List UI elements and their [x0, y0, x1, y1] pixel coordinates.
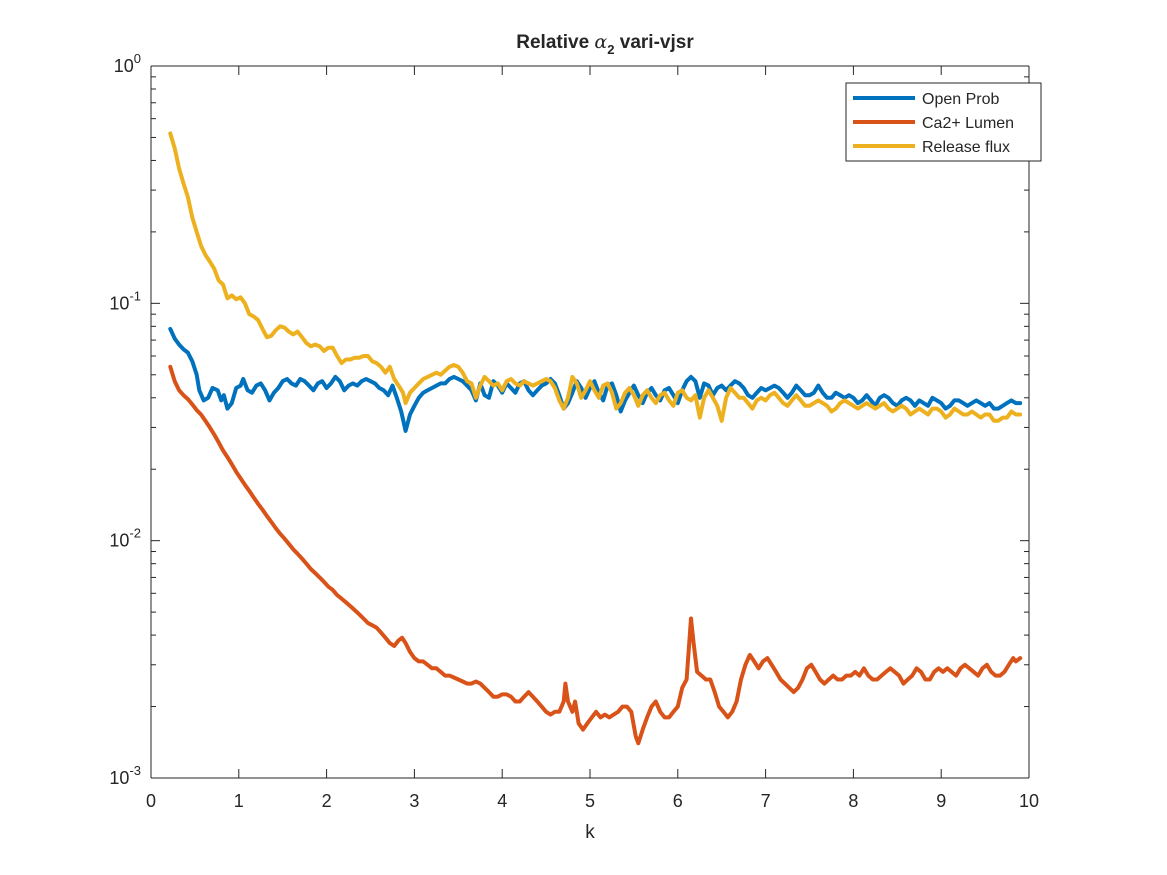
chart-title-subscript: 2	[607, 42, 614, 57]
y-tick-label: 10-1	[109, 288, 141, 313]
series-line-release-flux	[168, 131, 1023, 423]
plot-area	[151, 66, 1029, 778]
y-tick-label: 10-2	[109, 526, 141, 551]
x-axis-ticks: 0 1 2 3 4 5 6 7 8 9 10	[146, 66, 1039, 811]
legend: Open Prob Ca2+ Lumen Release flux	[845, 82, 1042, 162]
x-tick-label: 0	[146, 791, 156, 811]
y-tick-label: 10-3	[109, 763, 141, 788]
chart-title: Relative α2 vari-vjsr	[516, 31, 694, 57]
chart-title-prefix: Relative	[516, 32, 594, 53]
legend-label-ca2-lumen: Ca2+ Lumen	[922, 115, 1014, 132]
series-line-ca2-lumen	[168, 364, 1023, 746]
legend-label-release-flux: Release flux	[922, 139, 1010, 156]
chart-title-suffix: vari-vjsr	[615, 32, 695, 53]
series-layer	[168, 131, 1023, 746]
x-tick-label: 10	[1019, 791, 1039, 811]
x-tick-label: 6	[673, 791, 683, 811]
x-tick-label: 7	[761, 791, 771, 811]
y-tick-label: 100	[114, 51, 141, 76]
x-tick-label: 2	[322, 791, 332, 811]
chart-title-symbol: α	[594, 31, 607, 53]
x-tick-label: 8	[848, 791, 858, 811]
legend-label-open-prob: Open Prob	[922, 91, 999, 108]
x-tick-label: 1	[234, 791, 244, 811]
x-tick-label: 4	[497, 791, 507, 811]
y-axis-ticks: 10-3 10-2 10-1 100	[109, 51, 1029, 788]
x-axis-label: k	[585, 822, 595, 843]
x-tick-label: 9	[936, 791, 946, 811]
x-tick-label: 3	[409, 791, 419, 811]
x-tick-label: 5	[585, 791, 595, 811]
